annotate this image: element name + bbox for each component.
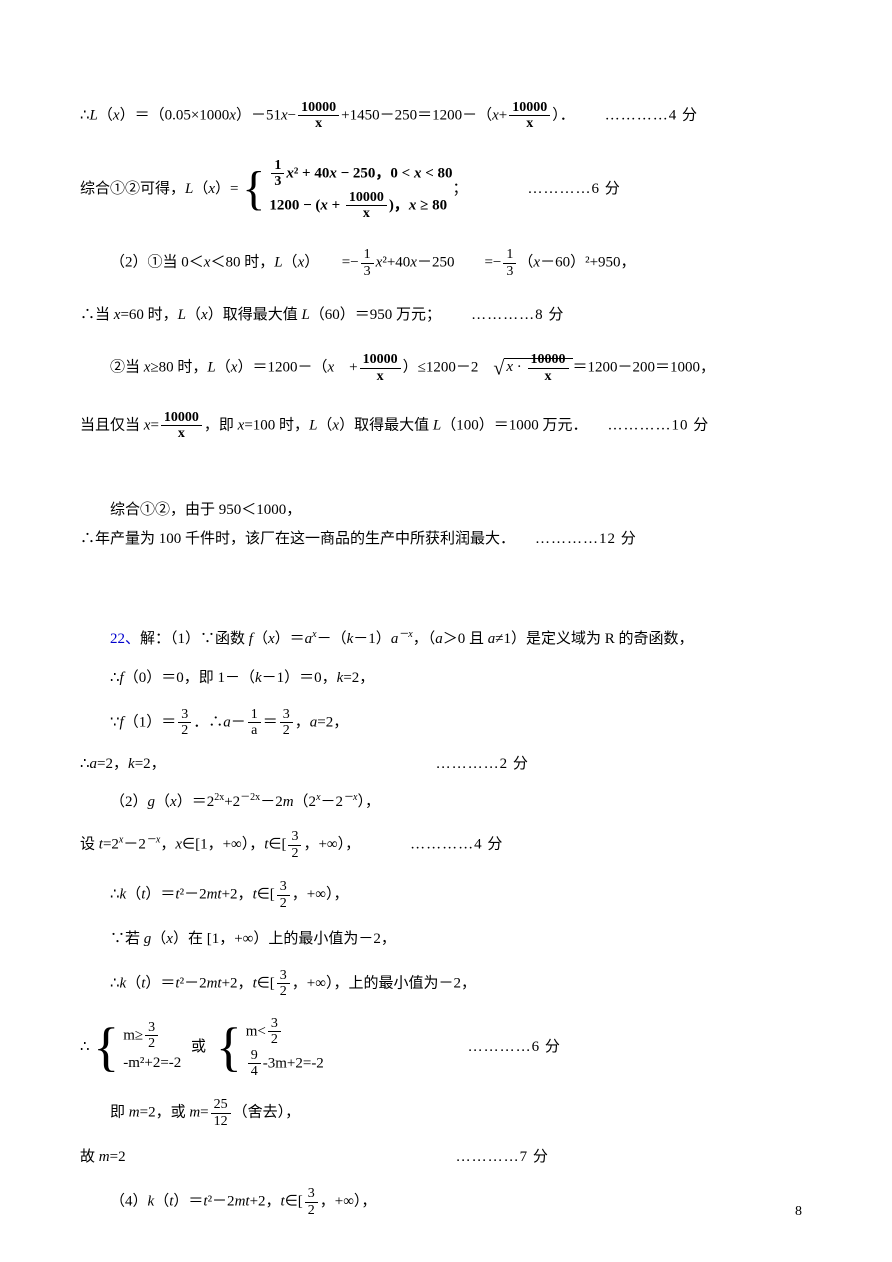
line-16: ∵若 g（x）在 [1，+∞）上的最小值为－2， <box>80 929 812 950</box>
score-6pt: …………6 分 <box>468 1039 561 1055</box>
line-2: 综合①②可得，L（x）= { 13x² + 40x − 250，0 < x < … <box>80 158 812 222</box>
score-4: …………4 分 <box>605 107 698 123</box>
line-19: 即 m=2，或 m=2512（舍去）， <box>80 1097 812 1129</box>
score-8: …………8 分 <box>471 307 564 323</box>
line-17: ∴k（t）＝t²－2mt+2，t∈[32，+∞），上的最小值为－2， <box>80 968 812 1000</box>
line-14: 设 t=2x－2－x，x∈[1，+∞），t∈[32，+∞），…………4 分 <box>80 829 812 861</box>
line-10: ∴f（0）＝0，即 1－（k－1）＝0，k=2， <box>80 668 812 689</box>
line-5: ②当 x≥80 时，L（x）＝1200－（x +10000x）≤1200－2 √… <box>80 352 812 384</box>
line-1: ∴L（x）＝（0.05×1000x）－51x−10000x+1450－250＝1… <box>80 100 812 132</box>
line-13: （2）g（x）＝22x+2－2x－2m（2x－2－x）， <box>80 791 812 813</box>
line-20: 故 m=2…………7 分 <box>80 1147 812 1168</box>
line-21: （4）k（t）＝t²－2mt+2，t∈[32，+∞）， <box>80 1186 812 1218</box>
line-6: 当且仅当 x=10000x，即 x=100 时，L（x）取得最大值 L（100）… <box>80 410 812 442</box>
question-22: 22、解：（1）∵函数 f（x）＝ax－（k－1）a－x，（a＞0 且 a≠1）… <box>80 628 812 650</box>
score-6: …………6 分 <box>528 181 621 197</box>
score-2pt: …………2 分 <box>436 756 529 772</box>
score-10: …………10 分 <box>607 417 709 433</box>
question-number: 22、 <box>110 631 140 647</box>
line-15: ∴k（t）＝t²－2mt+2，t∈[32，+∞）， <box>80 879 812 911</box>
line-8: ∴年产量为 100 千件时，该厂在这一商品的生产中所获利润最大．…………12 分 <box>80 529 812 550</box>
line-3: （2）①当 0＜x＜80 时，L（x） =−13x²+40x－250 =−13（… <box>80 247 812 279</box>
score-4pt: …………4 分 <box>410 837 503 853</box>
score-12: …………12 分 <box>535 531 637 547</box>
page-number: 8 <box>795 1202 802 1222</box>
line-4: ∴当 x=60 时，L（x）取得最大值 L（60）＝950 万元；…………8 分 <box>80 305 812 326</box>
score-7pt: …………7 分 <box>456 1149 549 1165</box>
line-18: ∴ { m≥32 -m²+2=-2 或 { m<32 94-3m+2=-2 ……… <box>80 1016 812 1080</box>
line-11: ∵f（1）＝32．∴a－1a＝32，a=2， <box>80 707 812 739</box>
line-7: 综合①②，由于 950＜1000， <box>80 500 812 521</box>
line-12: ∴a=2，k=2，…………2 分 <box>80 754 812 775</box>
